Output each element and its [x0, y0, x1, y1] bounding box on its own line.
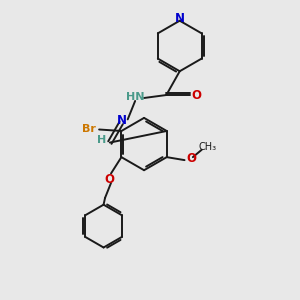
- Text: N: N: [175, 12, 185, 25]
- Text: O: O: [104, 173, 115, 186]
- Text: N: N: [117, 114, 128, 128]
- Text: O: O: [186, 152, 196, 165]
- Text: CH₃: CH₃: [199, 142, 217, 152]
- Text: Br: Br: [82, 124, 96, 134]
- Text: O: O: [192, 88, 202, 101]
- Text: HN: HN: [126, 92, 144, 101]
- Text: H: H: [97, 135, 106, 145]
